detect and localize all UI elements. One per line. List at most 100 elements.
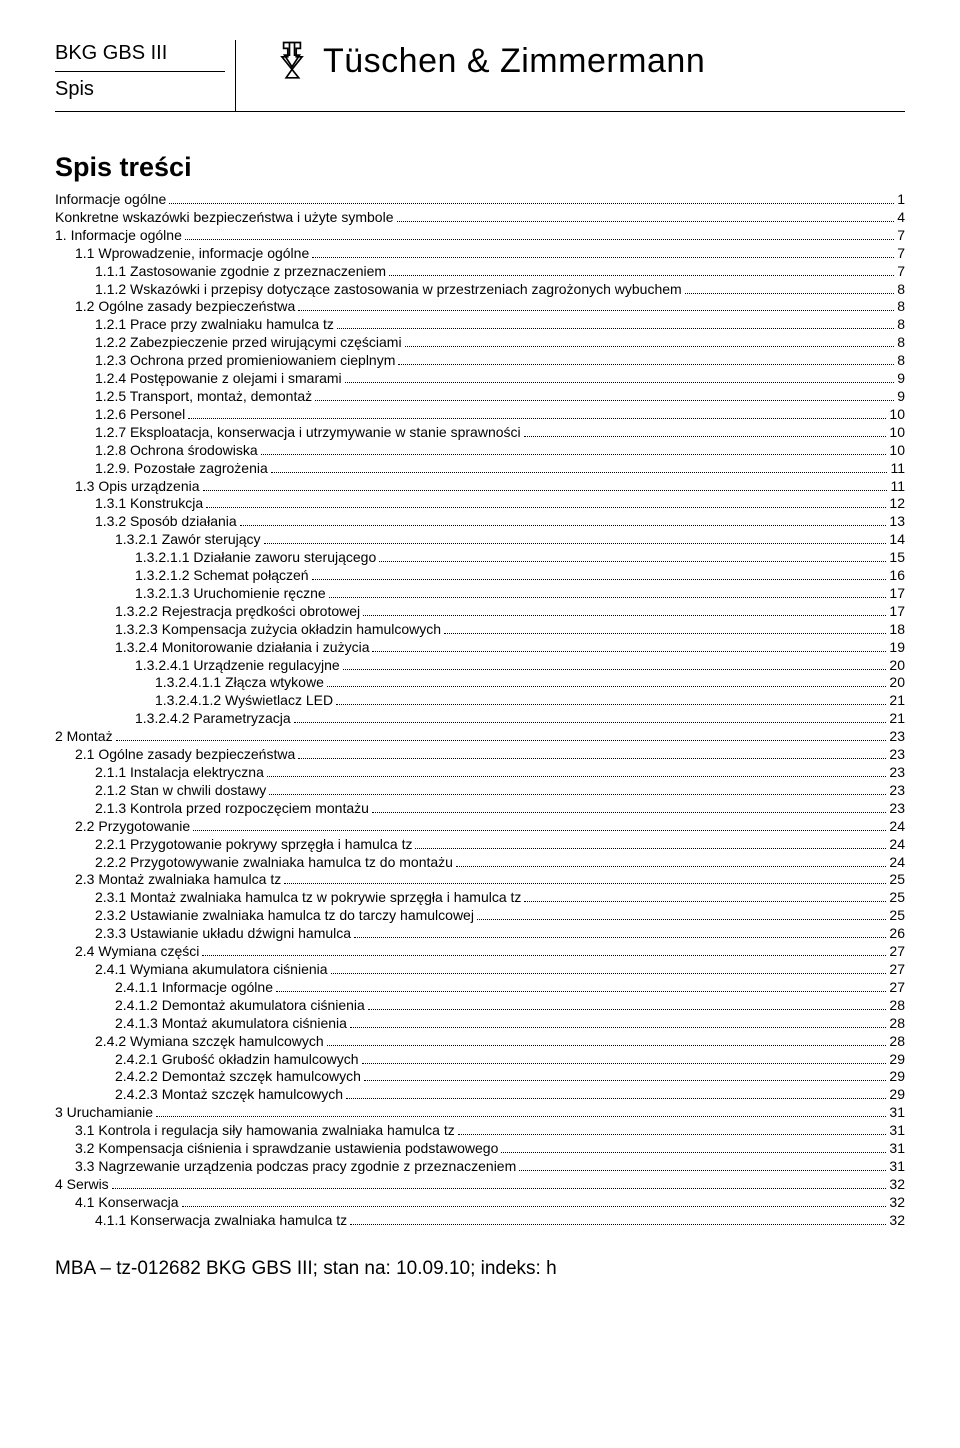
toc-row: 1.3.2 Sposób działania13 <box>55 513 905 531</box>
toc-page-number: 4 <box>897 209 905 227</box>
toc-row: 2.1.1 Instalacja elektryczna23 <box>55 764 905 782</box>
toc-label: 1.3.2.4.1.1 Złącza wtykowe <box>155 674 324 692</box>
toc-page-number: 31 <box>889 1158 905 1176</box>
toc-label: 1.1.1 Zastosowanie zgodnie z przeznaczen… <box>95 263 386 281</box>
toc-leader-dots <box>350 1027 887 1028</box>
toc-page-number: 13 <box>889 513 905 531</box>
toc-row: Informacje ogólne1 <box>55 191 905 209</box>
toc-leader-dots <box>477 919 886 920</box>
toc-leader-dots <box>337 328 894 329</box>
toc-label: 2.2 Przygotowanie <box>75 818 190 836</box>
document-page: BKG GBS III Spis Tüschen & Zimmermann Sp… <box>0 0 960 1448</box>
toc-row: 2 Montaż23 <box>55 728 905 746</box>
toc-leader-dots <box>354 937 886 938</box>
toc-leader-dots <box>519 1170 886 1171</box>
toc-row: 3.3 Nagrzewanie urządzenia podczas pracy… <box>55 1158 905 1176</box>
toc-leader-dots <box>329 597 887 598</box>
toc-label: Konkretne wskazówki bezpieczeństwa i uży… <box>55 209 394 227</box>
toc-label: 1. Informacje ogólne <box>55 227 182 245</box>
toc-page-number: 11 <box>890 478 905 496</box>
toc-row: 2.1 Ogólne zasady bezpieczeństwa 23 <box>55 746 905 764</box>
toc-leader-dots <box>315 400 894 401</box>
toc-leader-dots <box>156 1116 886 1117</box>
toc-row: 1.1.1 Zastosowanie zgodnie z przeznaczen… <box>55 263 905 281</box>
toc-leader-dots <box>372 651 886 652</box>
toc-row: 1.3 Opis urządzenia 11 <box>55 478 905 496</box>
toc-leader-dots <box>327 1045 887 1046</box>
toc-leader-dots <box>398 364 894 365</box>
toc-row: 2.4.1 Wymiana akumulatora ciśnienia27 <box>55 961 905 979</box>
toc-leader-dots <box>397 221 895 222</box>
toc-row: 1.3.2.4 Monitorowanie działania i zużyci… <box>55 639 905 657</box>
toc-page-number: 8 <box>897 352 905 370</box>
toc-row: 2.1.2 Stan w chwili dostawy23 <box>55 782 905 800</box>
toc-label: 1.2.3 Ochrona przed promieniowaniem ciep… <box>95 352 395 370</box>
toc-page-number: 9 <box>897 388 905 406</box>
toc-page-number: 12 <box>889 495 905 513</box>
toc-page-number: 27 <box>889 979 905 997</box>
toc-label: 2.1.3 Kontrola przed rozpoczęciem montaż… <box>95 800 369 818</box>
toc-leader-dots <box>169 203 894 204</box>
toc-row: 1.3.2.1.2 Schemat połączeń16 <box>55 567 905 585</box>
lightning-arrow-icon <box>271 40 313 82</box>
toc-leader-dots <box>362 1063 887 1064</box>
toc-row: 1.2.5 Transport, montaż, demontaż 9 <box>55 388 905 406</box>
toc-leader-dots <box>298 758 886 759</box>
toc-leader-dots <box>116 740 887 741</box>
toc-label: 2.4.1 Wymiana akumulatora ciśnienia <box>95 961 328 979</box>
toc-label: 3 Uruchamianie <box>55 1104 153 1122</box>
toc-label: 2.4.2.3 Montaż szczęk hamulcowych <box>115 1086 343 1104</box>
toc-page-number: 24 <box>889 818 905 836</box>
toc-leader-dots <box>185 239 894 240</box>
toc-row: 1.3.2.1 Zawór sterujący14 <box>55 531 905 549</box>
toc-page-number: 11 <box>890 460 905 478</box>
toc-page-number: 25 <box>889 889 905 907</box>
toc-page-number: 31 <box>889 1140 905 1158</box>
toc-page-number: 17 <box>889 603 905 621</box>
toc-page-number: 9 <box>897 370 905 388</box>
toc-row: 2.4.1.2 Demontaż akumulatora ciśnienia28 <box>55 997 905 1015</box>
toc-row: 3.1 Kontrola i regulacja siły hamowania … <box>55 1122 905 1140</box>
toc-label: 1.2.5 Transport, montaż, demontaż <box>95 388 312 406</box>
toc-label: 2.3 Montaż zwalniaka hamulca tz <box>75 871 281 889</box>
brand-name: Tüschen & Zimmermann <box>323 42 705 81</box>
toc-row: 1.1 Wprowadzenie, informacje ogólne7 <box>55 245 905 263</box>
toc-page-number: 17 <box>889 585 905 603</box>
toc-label: 3.3 Nagrzewanie urządzenia podczas pracy… <box>75 1158 516 1176</box>
table-of-contents: Informacje ogólne1Konkretne wskazówki be… <box>55 191 905 1230</box>
toc-label: 2.4.1.3 Montaż akumulatora ciśnienia <box>115 1015 347 1033</box>
toc-label: 1.2.4 Postępowanie z olejami i smarami <box>95 370 342 388</box>
toc-label: 2.4.2.2 Demontaż szczęk hamulcowych <box>115 1068 361 1086</box>
toc-leader-dots <box>203 490 888 491</box>
toc-row: 1.3.2.2 Rejestracja prędkości obrotowej 1… <box>55 603 905 621</box>
toc-row: 1.3.1 Konstrukcja12 <box>55 495 905 513</box>
toc-page-number: 32 <box>889 1176 905 1194</box>
toc-label: 1.3.2.2 Rejestracja prędkości obrotowej <box>115 603 360 621</box>
toc-row: 2.4.1.1 Informacje ogólne27 <box>55 979 905 997</box>
toc-label: 2.1 Ogólne zasady bezpieczeństwa <box>75 746 295 764</box>
toc-leader-dots <box>685 293 895 294</box>
toc-label: 2.3.2 Ustawianie zwalniaka hamulca tz do… <box>95 907 474 925</box>
toc-row: 2.4.2 Wymiana szczęk hamulcowych28 <box>55 1033 905 1051</box>
toc-page-number: 23 <box>889 746 905 764</box>
toc-label: 2.3.3 Ustawianie układu dźwigni hamulca <box>95 925 351 943</box>
toc-leader-dots <box>456 866 886 867</box>
toc-page-number: 10 <box>889 442 905 460</box>
toc-leader-dots <box>264 543 887 544</box>
header-left-line2: Spis <box>55 72 225 101</box>
toc-page-number: 27 <box>889 943 905 961</box>
toc-label: 4.1 Konserwacja <box>75 1194 179 1212</box>
toc-row: 2.3.1 Montaż zwalniaka hamulca tz w pokr… <box>55 889 905 907</box>
toc-label: 1.3.2.1 Zawór sterujący <box>115 531 261 549</box>
toc-row: 1.2.6 Personel10 <box>55 406 905 424</box>
toc-row: 2.4.1.3 Montaż akumulatora ciśnienia28 <box>55 1015 905 1033</box>
toc-page-number: 20 <box>889 657 905 675</box>
toc-row: 1.2.1 Prace przy zwalniaku hamulca tz8 <box>55 316 905 334</box>
toc-row: 2.1.3 Kontrola przed rozpoczęciem montaż… <box>55 800 905 818</box>
toc-page-number: 1 <box>897 191 905 209</box>
toc-title: Spis treści <box>55 152 905 183</box>
toc-row: 2.3.3 Ustawianie układu dźwigni hamulca2… <box>55 925 905 943</box>
toc-label: 1.1.2 Wskazówki i przepisy dotyczące zas… <box>95 281 682 299</box>
toc-label: 1.3.2.4.2 Parametryzacja <box>135 710 291 728</box>
toc-label: 1.3 Opis urządzenia <box>75 478 200 496</box>
